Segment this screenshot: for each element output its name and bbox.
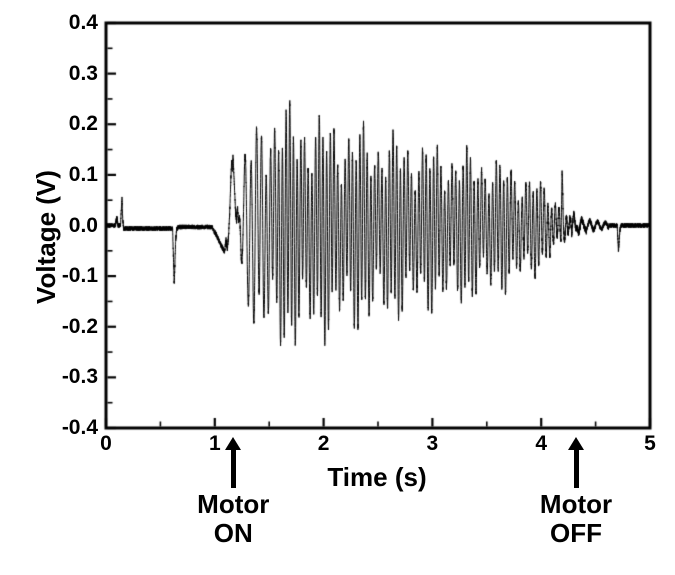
x-tick-label: 2 [317,432,330,455]
x-tick-label: 0 [100,432,112,455]
y-tick-label: -0.3 [61,365,98,389]
y-tick-label: -0.4 [61,416,98,439]
motor-off-label-line1: Motor [539,489,613,519]
y-tick-label: -0.2 [61,314,98,338]
y-tick-label: 0.1 [68,162,98,186]
x-tick-label: 5 [644,432,656,455]
motor-on-arrow [225,437,242,488]
motor-on-label-line2: ON [213,518,253,548]
arrow-up-icon [568,437,585,450]
motor-on-label-line1: Motor [197,489,270,519]
y-axis-title: Voltage (V) [31,170,61,304]
arrow-up-icon [225,437,242,450]
y-tick-label: -0.1 [61,264,98,288]
x-tick-label: 1 [208,432,221,455]
motor-on-label: Motor ON [163,490,303,548]
motor-off-label: Motor OFF [506,490,646,548]
motor-off-label-line2: OFF [550,518,603,548]
x-tick-label: 4 [535,432,548,455]
arrow-shaft [573,450,579,488]
motor-off-arrow [568,437,585,488]
y-tick-label: 0.0 [68,213,98,237]
x-axis-title: Time (s) [327,462,427,492]
x-tick-label: 3 [426,432,439,455]
arrow-shaft [230,450,236,488]
y-tick-label: 0.3 [68,61,98,85]
y-tick-label: 0.2 [68,112,98,136]
y-tick-label: 0.4 [68,11,98,34]
